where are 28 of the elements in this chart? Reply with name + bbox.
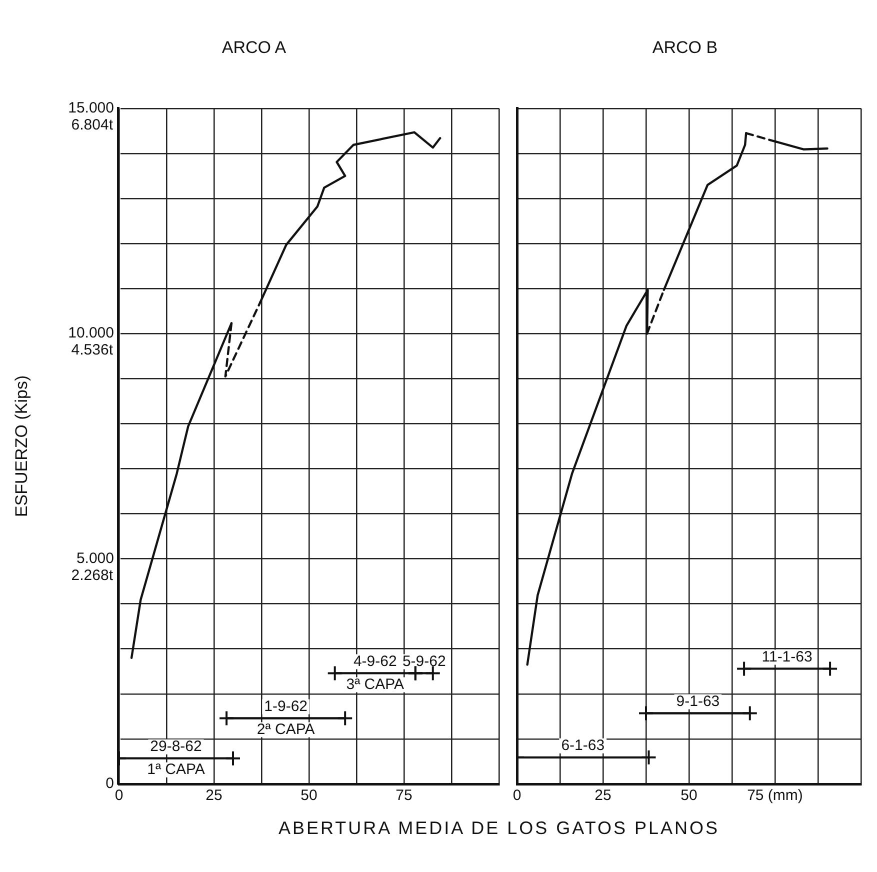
series-label: 29-8-62 [150, 738, 202, 755]
annotation: 3ª CAPA [346, 676, 404, 693]
series-label: 6-1-63 [561, 737, 605, 754]
chart-title: ARCO B [652, 38, 718, 57]
y2-tick-label: 6.804t [71, 116, 114, 134]
series-label: 9-1-63 [676, 692, 720, 710]
y-tick-label: 10.000 [68, 324, 114, 342]
x-tick-label: 25 [206, 787, 222, 804]
x-tick-label: 50 [680, 787, 698, 804]
chart-title: ARCO A [222, 38, 287, 57]
x-tick-label: 50 [300, 787, 318, 804]
x-tick-label: 75 (mm) [747, 787, 803, 804]
x-tick-label: 0 [512, 787, 522, 804]
y2-tick-label: 2.268t [71, 566, 114, 584]
y-tick-label: 0 [106, 775, 114, 792]
x-axis-title: ABERTURA MEDIA DE LOS GATOS PLANOS [277, 818, 721, 839]
series-label: 11-1-63 [762, 648, 812, 666]
y2-tick-label: 4.536t [71, 342, 114, 359]
y-tick-label: 5.000 [76, 550, 114, 567]
x-tick-label: 25 [594, 787, 612, 804]
annotation: 1ª CAPA [147, 760, 205, 778]
y-axis-title: ESFUERZO (Kips) [12, 375, 31, 518]
series-label: 5-9-62 [402, 652, 446, 670]
series-label: 1-9-62 [264, 698, 308, 715]
x-tick-label: 75 [396, 787, 412, 804]
annotation: 2ª CAPA [256, 720, 315, 738]
series-label: 4-9-62 [353, 652, 397, 670]
y-tick-label: 15.000 [68, 100, 114, 117]
